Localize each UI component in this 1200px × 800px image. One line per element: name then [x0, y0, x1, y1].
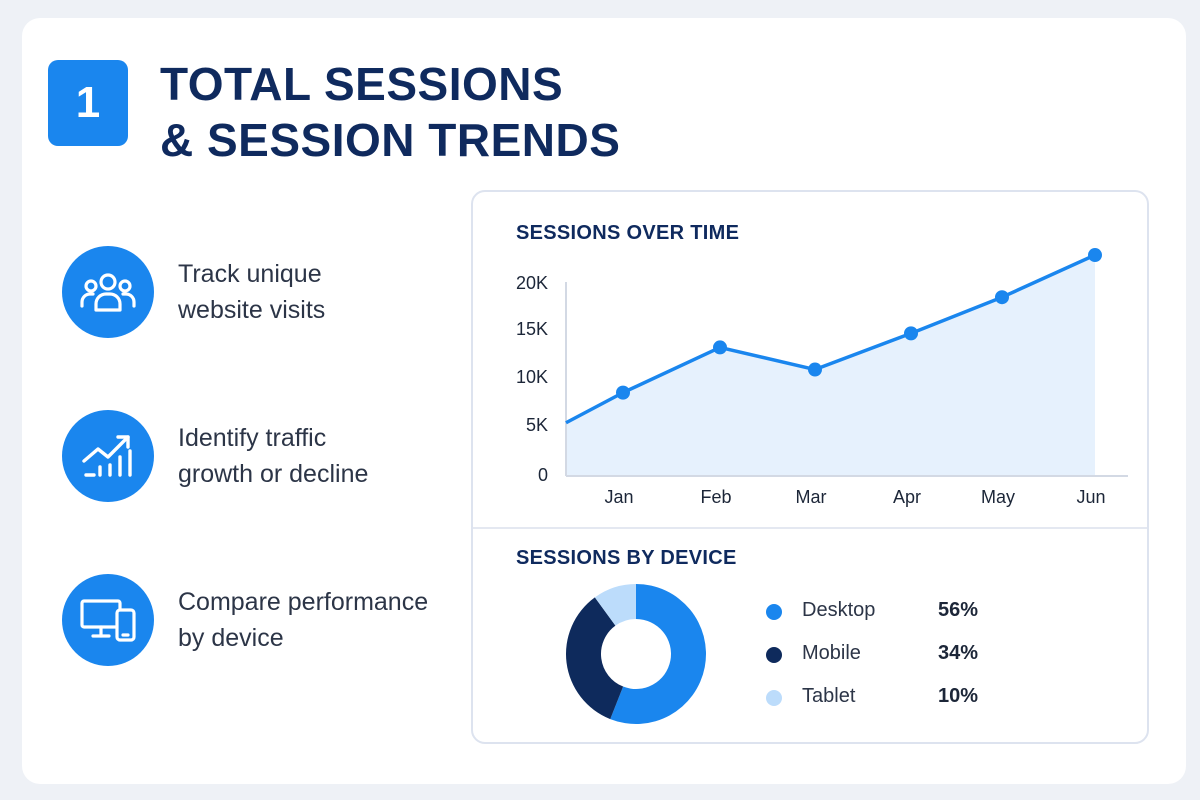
x-tick-label: Apr [893, 487, 921, 507]
trend-up-chart-icon [62, 410, 154, 502]
donut-slice-mobile [565, 597, 624, 720]
title-line-1: TOTAL SESSIONS [160, 58, 564, 110]
legend-percentage: 10% [938, 685, 979, 707]
y-tick-label: 0 [538, 465, 548, 485]
legend-percentage: 34% [938, 642, 979, 664]
x-tick-label: Feb [700, 487, 731, 507]
data-point-jun [1088, 248, 1102, 263]
y-tick-label: 20K [516, 273, 548, 293]
section-number-badge: 1 [48, 60, 128, 146]
legend-item-tablet: Tablet 10% [766, 683, 1026, 713]
x-tick-label: Mar [796, 487, 827, 507]
feature-line-1: Track unique [178, 260, 322, 288]
x-tick-label: Jan [604, 487, 633, 507]
card-divider [473, 527, 1147, 529]
legend-label: Desktop [802, 599, 876, 621]
legend-percentage: 56% [938, 599, 979, 621]
feature-track-visits: Track unique website visits [62, 246, 462, 342]
donut-slice-tablet [594, 584, 636, 626]
y-tick-label: 15K [516, 319, 548, 339]
legend-swatch [766, 604, 782, 620]
y-tick-label: 10K [516, 367, 548, 387]
donut-slice-desktop [610, 584, 706, 724]
devices-icon [62, 574, 154, 666]
feature-line-1: Identify traffic [178, 424, 327, 452]
feature-device-compare: Compare performance by device [62, 574, 462, 670]
legend-label: Tablet [802, 685, 856, 707]
data-point-mar [808, 362, 822, 377]
legend-item-mobile: Mobile 34% [766, 640, 1026, 670]
donut-chart-title: SESSIONS BY DEVICE [516, 547, 737, 569]
feature-line-2: growth or decline [178, 460, 369, 488]
users-icon [62, 246, 154, 338]
data-point-jan [616, 385, 630, 400]
data-point-feb [713, 340, 727, 355]
x-tick-label: Jun [1076, 487, 1105, 507]
title-line-2: & SESSION TRENDS [160, 114, 621, 166]
line-chart-title: SESSIONS OVER TIME [516, 222, 740, 244]
legend-item-desktop: Desktop 56% [766, 597, 1026, 627]
legend-swatch [766, 690, 782, 706]
feature-line-2: website visits [178, 296, 326, 324]
feature-text: Track unique website visits [178, 256, 325, 328]
feature-text: Compare performance by device [178, 584, 428, 656]
legend-swatch [766, 647, 782, 663]
data-point-apr [904, 326, 918, 341]
y-tick-label: 5K [526, 415, 548, 435]
feature-line-1: Compare performance [178, 588, 429, 616]
data-point-may [995, 290, 1009, 305]
page-title: TOTAL SESSIONS & SESSION TRENDS [160, 56, 620, 168]
feature-text: Identify traffic growth or decline [178, 420, 368, 492]
feature-line-2: by device [178, 624, 284, 652]
legend-label: Mobile [802, 642, 861, 664]
x-tick-label: May [981, 487, 1015, 507]
feature-traffic-growth: Identify traffic growth or decline [62, 410, 462, 506]
